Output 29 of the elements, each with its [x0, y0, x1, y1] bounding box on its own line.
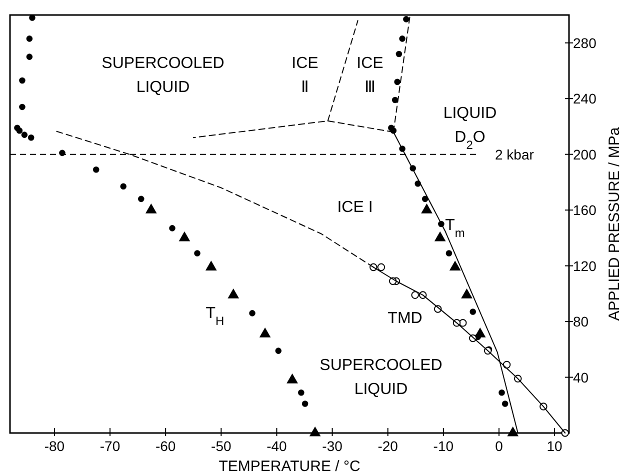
- y-tick-label: 160: [573, 202, 597, 218]
- annotation: ICE Ⅱ: [292, 55, 318, 96]
- x-tick-label: -30: [322, 438, 343, 454]
- y-axis-title: APPLIED PRESSURE / MPa: [606, 126, 623, 321]
- annotation: LIQUID D$_{2}$O: [443, 105, 497, 152]
- annotation: T$_{H}$: [206, 305, 224, 328]
- x-tick-label: -10: [433, 438, 454, 454]
- y-tick-label: 40: [573, 369, 589, 386]
- x-tick-label: 10: [546, 438, 563, 454]
- x-tick-label: -40: [266, 438, 288, 454]
- y-tick-label: 200: [573, 146, 597, 162]
- ref-line-label: 2 kbar: [495, 146, 534, 162]
- y-tick-label: 120: [573, 258, 597, 274]
- annotation: TMD: [388, 310, 422, 327]
- y-tick-label: 80: [573, 314, 589, 330]
- x-axis-title: TEMPERATURE / °C: [218, 458, 360, 473]
- x-tick-label: -20: [378, 438, 398, 454]
- x-tick-label: 0: [495, 438, 504, 454]
- annotation: ICE Ⅲ: [356, 55, 384, 96]
- annotation: ICE I: [337, 199, 373, 216]
- x-tick-label: -70: [100, 438, 120, 454]
- annotation: SUPERCOOLED LIQUID: [102, 55, 224, 96]
- y-tick-label: 240: [573, 90, 597, 107]
- x-tick-label: -50: [211, 438, 232, 454]
- annotation: SUPERCOOLED LIQUID: [320, 357, 442, 398]
- x-tick-label: -60: [155, 438, 176, 454]
- y-tick-label: 280: [573, 34, 597, 51]
- annotation: T$_{m}$: [445, 217, 465, 240]
- x-tick-label: -80: [44, 438, 65, 454]
